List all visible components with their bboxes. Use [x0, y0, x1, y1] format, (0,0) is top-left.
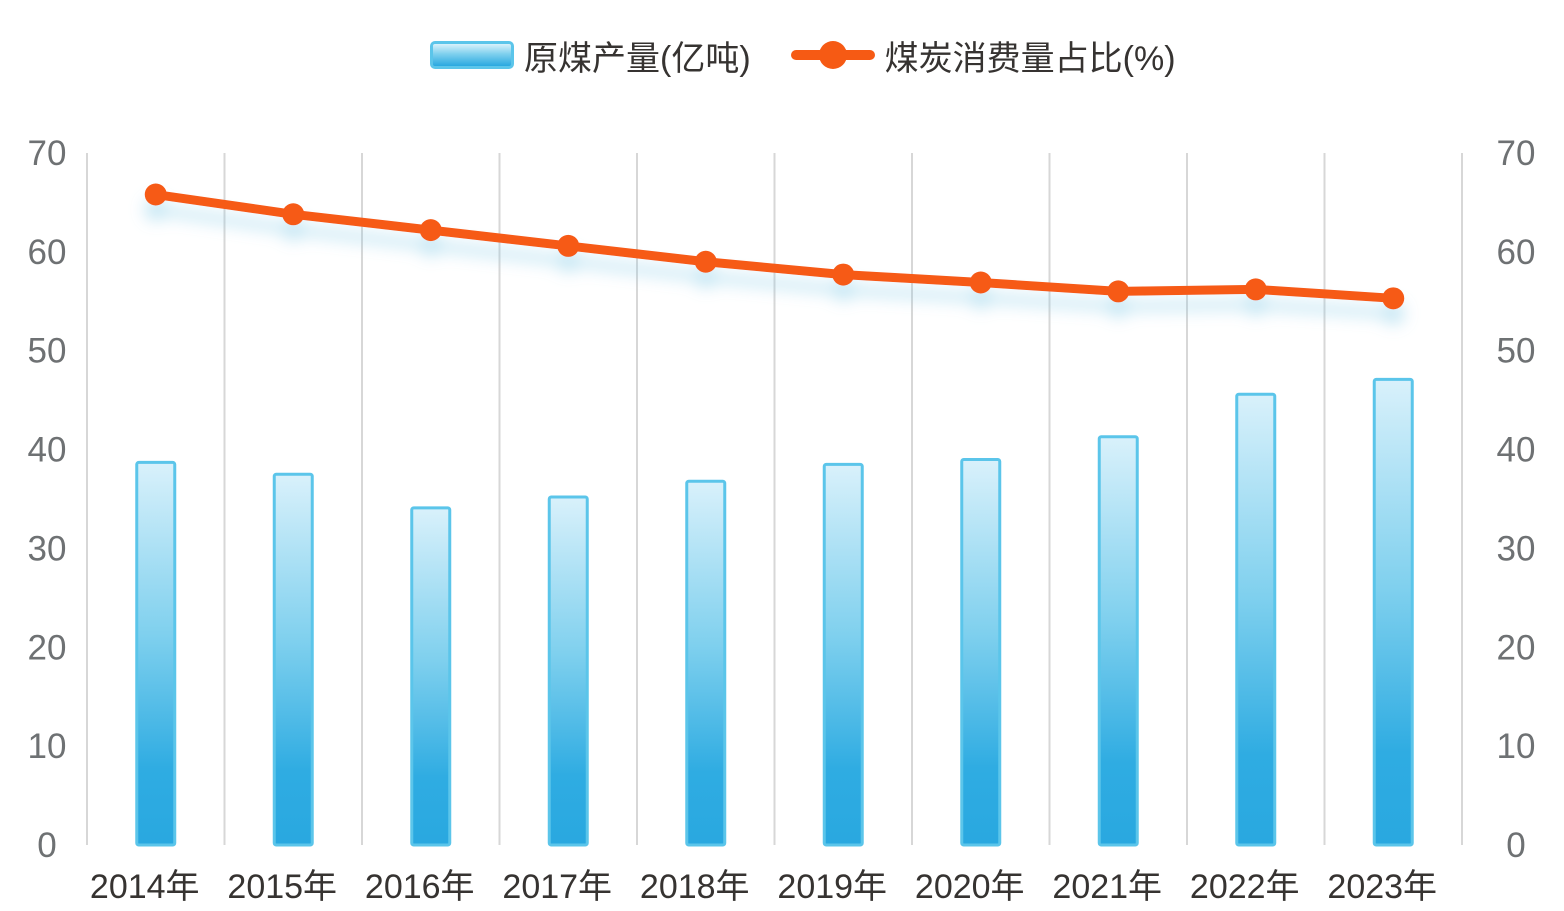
x-label-2023年: 2023年	[1327, 868, 1437, 906]
legend-label-bar-series: 原煤产量(亿吨)	[524, 39, 751, 78]
bar-2015年[interactable]	[272, 472, 314, 847]
x-label-2016年: 2016年	[365, 868, 475, 906]
y-axis-right: 0 10 20 30 40 50 60 70	[1497, 134, 1536, 865]
line-series	[144, 183, 1405, 310]
line-point-2018年[interactable]	[694, 250, 717, 273]
y-tick-left-70: 70	[28, 134, 67, 173]
bar-2021年[interactable]	[1097, 435, 1139, 847]
bar-2017年[interactable]	[547, 495, 589, 847]
x-label-2020年: 2020年	[915, 868, 1025, 906]
line-point-2016年[interactable]	[419, 219, 442, 242]
y-tick-left-50: 50	[28, 332, 67, 371]
bar-2022年[interactable]	[1235, 392, 1277, 847]
bar-2016年[interactable]	[410, 506, 452, 847]
y-tick-right-40: 40	[1497, 431, 1536, 470]
line-point-2014年[interactable]	[144, 183, 167, 206]
y-tick-right-0: 0	[1506, 826, 1525, 865]
bar-2014年[interactable]	[135, 460, 177, 847]
x-label-2014年: 2014年	[90, 868, 200, 906]
line-path	[151, 190, 1398, 303]
legend-item-bar-series[interactable]: 原煤产量(亿吨)	[430, 31, 751, 80]
x-label-2019年: 2019年	[777, 868, 887, 906]
y-tick-left-20: 20	[28, 628, 67, 667]
x-axis: 2014年 2015年 2016年 2017年 2018年 2019年 2020年 2021年…	[90, 868, 1437, 906]
x-label-2017年: 2017年	[502, 868, 612, 906]
bar-series	[135, 377, 1414, 847]
x-label-2018年: 2018年	[640, 868, 750, 906]
line-point-2019年[interactable]	[832, 263, 855, 286]
x-label-2021年: 2021年	[1052, 868, 1162, 906]
y-axis-left: 0 10 20 30 40 50 60 70	[28, 134, 67, 865]
y-tick-left-10: 10	[28, 727, 67, 766]
bar-2019年[interactable]	[822, 462, 864, 847]
bar-2023年[interactable]	[1372, 377, 1414, 847]
y-tick-left-0: 0	[37, 826, 56, 865]
legend-label-line-series: 煤炭消费量占比(%)	[884, 39, 1176, 78]
line-point-2021年[interactable]	[1107, 280, 1130, 303]
y-tick-left-60: 60	[28, 233, 67, 272]
legend: 原煤产量(亿吨) 煤炭消费量占比(%)	[430, 34, 1176, 78]
x-label-2015年: 2015年	[227, 868, 337, 906]
y-tick-right-70: 70	[1497, 134, 1536, 173]
y-tick-left-30: 30	[28, 529, 67, 568]
legend-item-line-series[interactable]: 煤炭消费量占比(%)	[790, 31, 1176, 80]
line-point-2015年[interactable]	[282, 203, 305, 226]
bar-2018年[interactable]	[685, 479, 727, 847]
bar-series-swatch-icon	[430, 41, 514, 69]
line-point-2017年[interactable]	[557, 234, 580, 257]
y-tick-right-20: 20	[1497, 628, 1536, 667]
line-point-2020年[interactable]	[969, 271, 992, 294]
y-tick-left-40: 40	[28, 431, 67, 470]
x-label-2022年: 2022年	[1190, 868, 1300, 906]
line-point-2023年[interactable]	[1382, 287, 1405, 310]
y-tick-right-30: 30	[1497, 529, 1536, 568]
y-tick-right-60: 60	[1497, 233, 1536, 272]
y-tick-right-10: 10	[1497, 727, 1536, 766]
line-series-swatch-icon	[790, 41, 875, 69]
y-tick-right-50: 50	[1497, 332, 1536, 371]
line-marker-dot-icon	[818, 41, 847, 69]
bar-2020年[interactable]	[960, 457, 1002, 847]
line-point-2022年[interactable]	[1244, 278, 1267, 301]
